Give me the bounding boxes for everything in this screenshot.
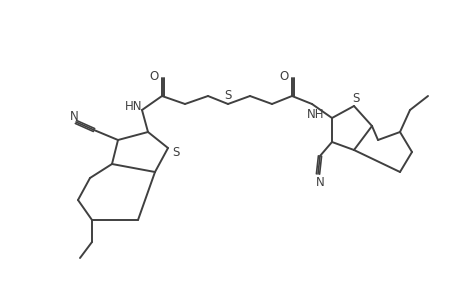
Text: S: S [224, 88, 231, 101]
Text: O: O [149, 70, 158, 83]
Text: O: O [279, 70, 288, 83]
Text: S: S [172, 146, 179, 160]
Text: HN: HN [125, 100, 142, 112]
Text: S: S [352, 92, 359, 104]
Text: N: N [315, 176, 324, 188]
Text: NH: NH [307, 107, 324, 121]
Text: N: N [69, 110, 78, 122]
